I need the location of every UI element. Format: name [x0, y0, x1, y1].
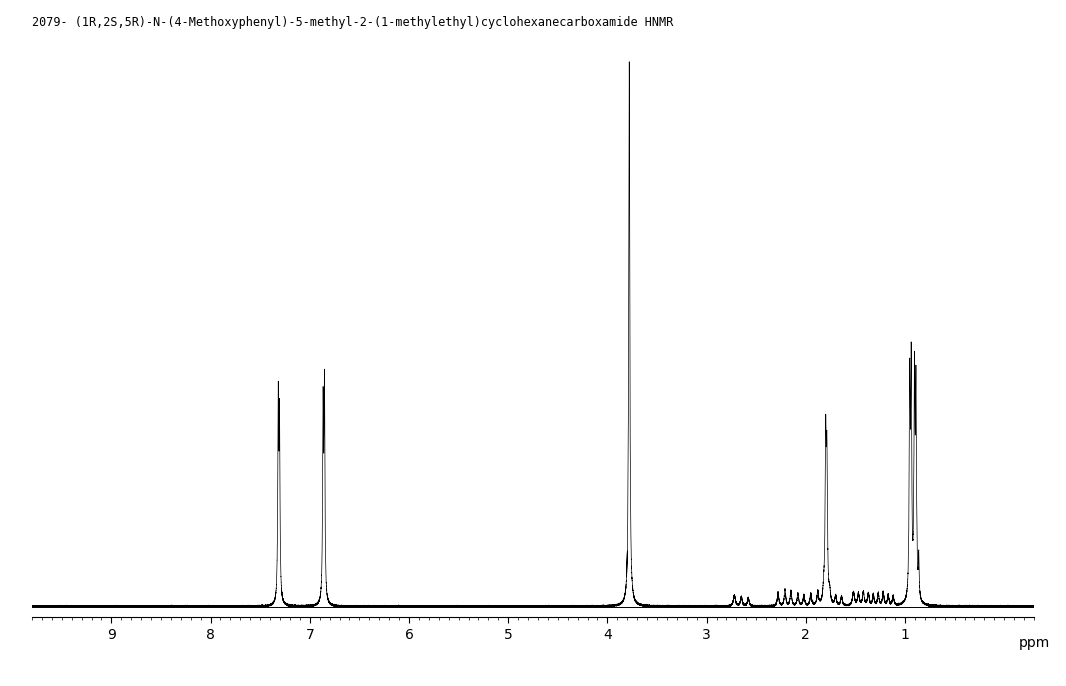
Text: ppm: ppm [1019, 637, 1050, 650]
Text: 2079- (1R,2S,5R)-N-(4-Methoxyphenyl)-5-methyl-2-(1-methylethyl)cyclohexanecarbox: 2079- (1R,2S,5R)-N-(4-Methoxyphenyl)-5-m… [32, 16, 674, 29]
